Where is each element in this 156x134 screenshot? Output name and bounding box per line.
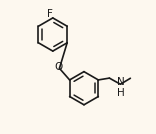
Text: F: F (47, 9, 53, 19)
Text: N: N (117, 77, 125, 87)
Text: O: O (55, 62, 63, 72)
Text: H: H (117, 88, 125, 98)
